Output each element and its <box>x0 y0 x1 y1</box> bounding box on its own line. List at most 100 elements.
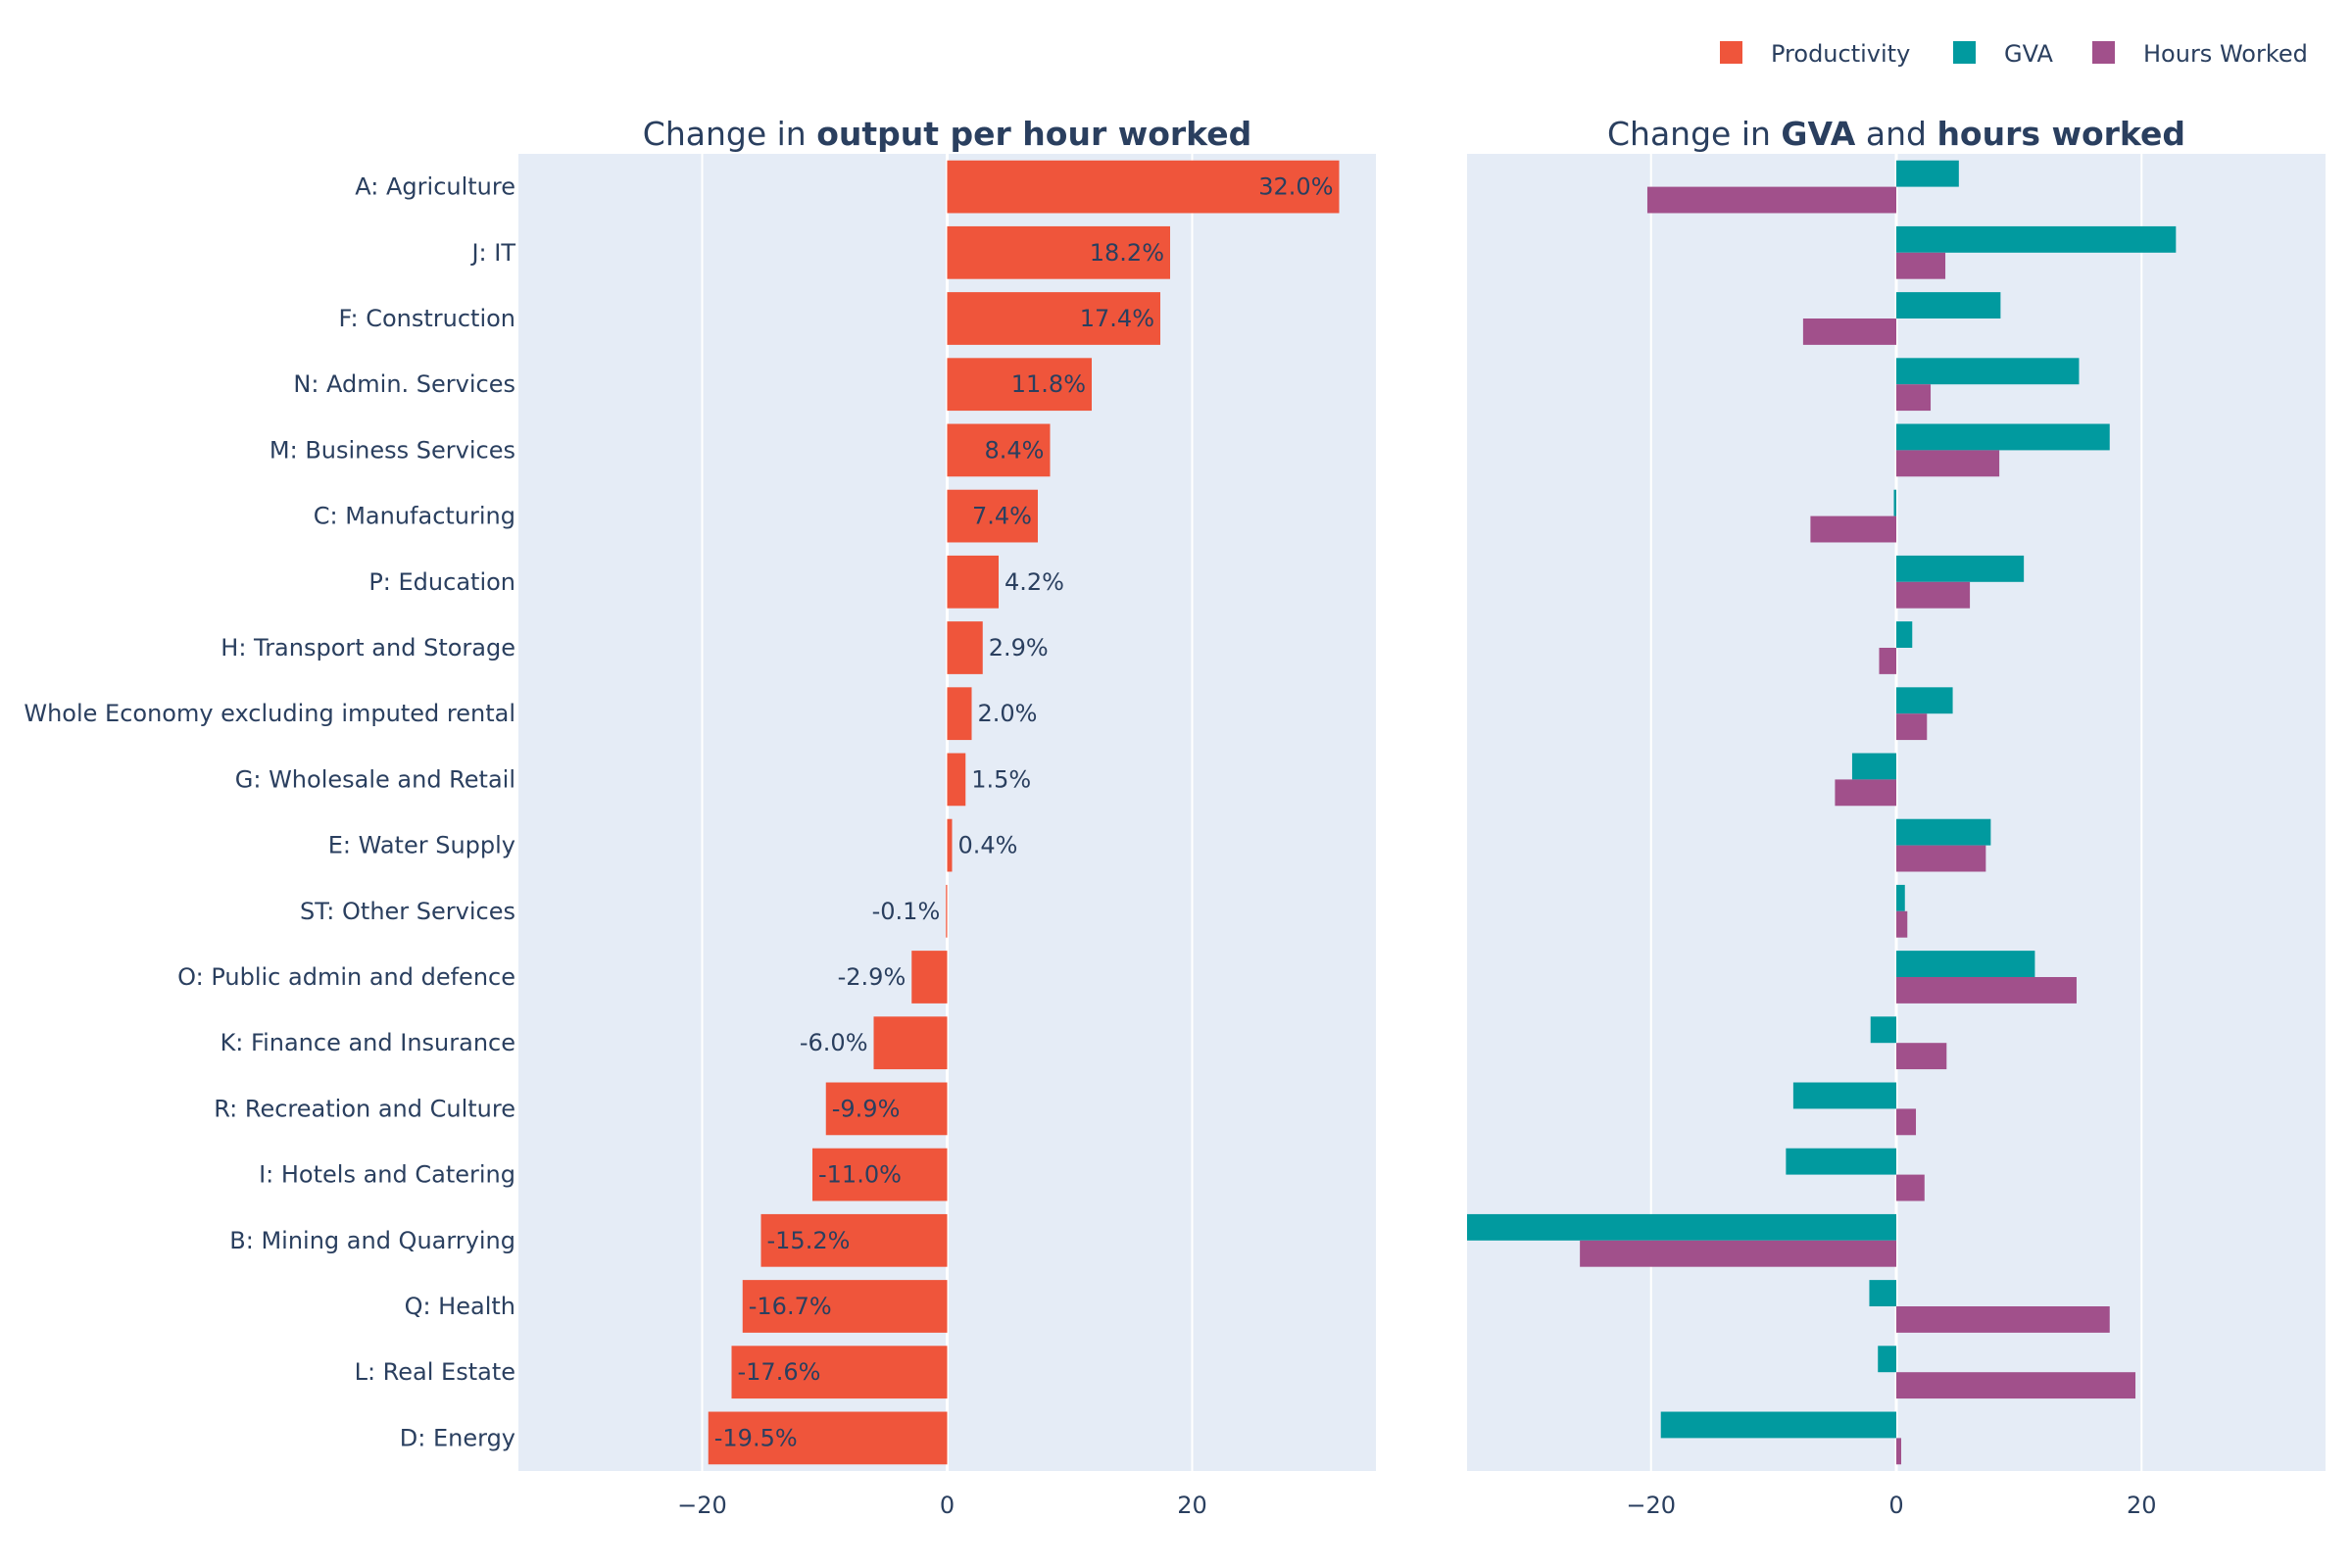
bar-productivity <box>947 555 999 609</box>
data-label: 4.2% <box>1004 568 1064 596</box>
category-label: O: Public admin and defence <box>177 963 515 991</box>
bar-hours-worked <box>1879 648 1896 674</box>
bar-gva <box>1896 687 1953 714</box>
category-label: F: Construction <box>339 305 515 332</box>
bar-productivity <box>947 489 1038 543</box>
legend-label: Productivity <box>1771 40 1910 68</box>
bar-productivity <box>812 1148 948 1201</box>
bar-hours-worked <box>1896 450 2000 477</box>
bar-gva <box>1896 818 1991 846</box>
data-label: 32.0% <box>1258 173 1333 201</box>
bar-hours-worked <box>1896 713 1928 741</box>
bar-gva <box>1869 1280 1896 1306</box>
legend-swatch <box>2092 41 2115 64</box>
data-label: 8.4% <box>985 436 1045 464</box>
data-label: -16.7% <box>749 1293 832 1320</box>
category-label: M: Business Services <box>270 436 515 464</box>
legend-swatch <box>1953 41 1976 64</box>
legend-swatch <box>1720 41 1742 64</box>
category-label: N: Admin. Services <box>293 370 515 398</box>
data-label: 2.0% <box>978 700 1038 727</box>
bar-hours-worked <box>1896 977 2077 1004</box>
data-label: -0.1% <box>872 898 941 925</box>
panel-title: Change in output per hour worked <box>643 115 1251 153</box>
x-tick-label: 0 <box>1888 1492 1903 1519</box>
bar-productivity <box>911 951 948 1004</box>
bar-gva <box>1893 489 1896 516</box>
bar-productivity <box>873 1016 948 1070</box>
bar-hours-worked <box>1896 910 1908 938</box>
bar-productivity <box>947 423 1051 477</box>
data-label: -9.9% <box>832 1095 901 1122</box>
category-label: D: Energy <box>400 1424 515 1451</box>
bar-hours-worked <box>1896 1108 1917 1136</box>
x-tick-label: −20 <box>677 1492 727 1519</box>
bar-productivity <box>947 621 983 674</box>
bar-productivity <box>708 1411 948 1465</box>
category-label: C: Manufacturing <box>314 503 515 530</box>
bar-gva <box>1896 621 1913 648</box>
bar-hours-worked <box>1896 384 1932 412</box>
legend-item-gva[interactable]: GVA <box>1953 40 2053 68</box>
category-label: P: Education <box>368 568 515 596</box>
category-label: E: Water Supply <box>328 832 515 859</box>
bar-gva <box>1896 358 2080 385</box>
x-tick-label: −20 <box>1626 1492 1676 1519</box>
data-label: 2.9% <box>989 634 1049 662</box>
bar-hours-worked <box>1896 845 1986 872</box>
panel-2: −20 0 20 Change in GVA and hours worked <box>1467 115 2326 1519</box>
panel-1: −20 0 20 Change in output per hour worked A:… <box>24 115 1376 1519</box>
data-label: -19.5% <box>714 1424 798 1451</box>
category-label: Whole Economy excluding imputed rental <box>24 700 515 727</box>
bar-productivity <box>947 225 1170 279</box>
data-label: -11.0% <box>818 1161 902 1189</box>
data-label: 0.4% <box>958 832 1018 859</box>
category-label: ST: Other Services <box>300 898 515 925</box>
x-tick-label: 0 <box>940 1492 955 1519</box>
bar-productivity <box>731 1346 948 1399</box>
category-label: A: Agriculture <box>355 173 515 201</box>
data-label: 18.2% <box>1090 239 1164 267</box>
bar-hours-worked <box>1896 1372 2136 1399</box>
bar-gva <box>1467 1213 1896 1241</box>
bar-productivity <box>947 292 1160 345</box>
bar-hours-worked <box>1896 1306 2110 1333</box>
data-label: -15.2% <box>767 1227 851 1254</box>
bar-productivity <box>947 687 972 741</box>
bar-gva <box>1786 1148 1896 1175</box>
bar-gva <box>1896 951 2035 977</box>
bar-gva <box>1896 225 2177 253</box>
bar-productivity <box>947 753 966 807</box>
bar-gva <box>1896 555 2025 582</box>
bar-hours-worked <box>1896 252 1946 279</box>
bar-hours-worked <box>1835 779 1896 807</box>
legend-label: GVA <box>2004 40 2053 68</box>
category-label: G: Wholesale and Retail <box>235 765 515 793</box>
legend-item-hours-worked[interactable]: Hours Worked <box>2092 40 2308 68</box>
category-label: H: Transport and Storage <box>220 634 515 662</box>
data-label: -17.6% <box>738 1358 821 1386</box>
data-label: 7.4% <box>972 503 1032 530</box>
bar-hours-worked <box>1896 581 1971 609</box>
data-label: 1.5% <box>971 765 1031 793</box>
bar-gva <box>1896 292 2001 318</box>
legend-item-productivity[interactable]: Productivity <box>1720 40 1910 68</box>
category-label: B: Mining and Quarrying <box>229 1227 515 1254</box>
bar-hours-worked <box>1580 1240 1896 1267</box>
data-label: -2.9% <box>838 963 906 991</box>
bar-productivity <box>947 358 1092 412</box>
bar-productivity <box>947 160 1340 214</box>
bar-productivity <box>760 1213 948 1267</box>
panels: −20 0 20 Change in output per hour worked A:… <box>24 115 2326 1519</box>
bar-gva <box>1792 1082 1896 1109</box>
category-label: R: Recreation and Culture <box>214 1095 515 1122</box>
x-tick-label: 20 <box>2127 1492 2157 1519</box>
data-label: 17.4% <box>1080 305 1154 332</box>
category-label: Q: Health <box>405 1293 515 1320</box>
bar-hours-worked <box>1896 1174 1925 1201</box>
panel-title: Change in GVA and hours worked <box>1607 115 2185 153</box>
bar-productivity <box>825 1082 948 1136</box>
data-label: 11.8% <box>1011 370 1086 398</box>
bar-hours-worked <box>1802 318 1896 345</box>
